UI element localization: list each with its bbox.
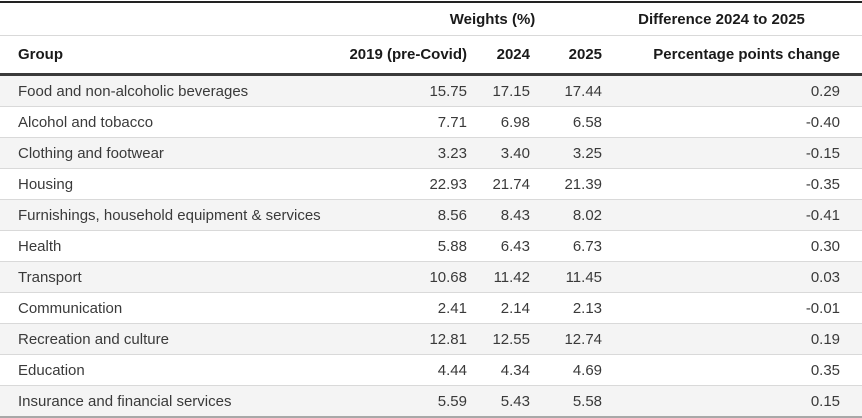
weight-2025-cell: 3.25 [530,137,603,169]
weight-2024-cell: 6.43 [467,230,530,262]
group-cell: Insurance and financial services [0,385,340,418]
weight-2019-cell: 5.59 [340,385,467,418]
change-cell: 0.30 [602,230,862,262]
weight-2019-cell: 12.81 [340,323,467,355]
group-cell: Furnishings, household equipment & servi… [0,199,340,231]
weights-group-header: Weights (%) [340,2,603,36]
weight-2024-cell: 6.98 [467,106,530,138]
table-row: Insurance and financial services 5.59 5.… [0,385,862,418]
column-header-2025: 2025 [530,35,603,76]
table-row: Furnishings, household equipment & servi… [0,199,862,231]
weight-2025-cell: 8.02 [530,199,603,231]
weight-2024-cell: 4.34 [467,354,530,386]
column-header-2019: 2019 (pre-Covid) [340,35,467,76]
change-cell: -0.15 [602,137,862,169]
weight-2024-cell: 2.14 [467,292,530,324]
group-cell: Food and non-alcoholic beverages [0,74,340,107]
weight-2019-cell: 10.68 [340,261,467,293]
table-header: Weights (%) Difference 2024 to 2025 Grou… [0,2,862,76]
group-cell: Clothing and footwear [0,137,340,169]
weight-2025-cell: 4.69 [530,354,603,386]
weight-2019-cell: 8.56 [340,199,467,231]
column-header-row: Group 2019 (pre-Covid) 2024 2025 Percent… [0,35,862,76]
change-cell: 0.35 [602,354,862,386]
change-cell: 0.19 [602,323,862,355]
change-cell: -0.40 [602,106,862,138]
table-row: Education 4.44 4.34 4.69 0.35 [0,354,862,386]
group-cell: Housing [0,168,340,200]
weight-2025-cell: 5.58 [530,385,603,418]
weight-2025-cell: 6.73 [530,230,603,262]
weight-2019-cell: 4.44 [340,354,467,386]
change-cell: 0.03 [602,261,862,293]
weight-2024-cell: 11.42 [467,261,530,293]
change-cell: -0.41 [602,199,862,231]
weight-2025-cell: 11.45 [530,261,603,293]
column-header-change: Percentage points change [602,35,862,76]
group-cell: Health [0,230,340,262]
weight-2025-cell: 12.74 [530,323,603,355]
group-header-spacer [0,2,340,36]
group-cell: Recreation and culture [0,323,340,355]
group-cell: Transport [0,261,340,293]
group-header-row: Weights (%) Difference 2024 to 2025 [0,2,862,36]
change-cell: -0.35 [602,168,862,200]
weight-2019-cell: 5.88 [340,230,467,262]
table-row: Health 5.88 6.43 6.73 0.30 [0,230,862,262]
weight-2025-cell: 6.58 [530,106,603,138]
group-cell: Communication [0,292,340,324]
weight-2024-cell: 12.55 [467,323,530,355]
table-body: Food and non-alcoholic beverages 15.75 1… [0,74,862,418]
column-header-2024: 2024 [467,35,530,76]
table-row: Housing 22.93 21.74 21.39 -0.35 [0,168,862,200]
weight-2024-cell: 8.43 [467,199,530,231]
weight-2019-cell: 2.41 [340,292,467,324]
weight-2019-cell: 7.71 [340,106,467,138]
table-row: Food and non-alcoholic beverages 15.75 1… [0,74,862,107]
change-cell: 0.15 [602,385,862,418]
table-row: Clothing and footwear 3.23 3.40 3.25 -0.… [0,137,862,169]
change-cell: 0.29 [602,74,862,107]
group-cell: Alcohol and tobacco [0,106,340,138]
weight-2025-cell: 17.44 [530,74,603,107]
weight-2025-cell: 2.13 [530,292,603,324]
change-cell: -0.01 [602,292,862,324]
weight-2019-cell: 22.93 [340,168,467,200]
weight-2025-cell: 21.39 [530,168,603,200]
table-row: Communication 2.41 2.14 2.13 -0.01 [0,292,862,324]
difference-group-header: Difference 2024 to 2025 [602,2,862,36]
table-row: Recreation and culture 12.81 12.55 12.74… [0,323,862,355]
weight-2019-cell: 15.75 [340,74,467,107]
weight-2024-cell: 17.15 [467,74,530,107]
weight-2024-cell: 5.43 [467,385,530,418]
column-header-group: Group [0,35,340,76]
weight-2024-cell: 21.74 [467,168,530,200]
group-cell: Education [0,354,340,386]
table-row: Alcohol and tobacco 7.71 6.98 6.58 -0.40 [0,106,862,138]
weight-2024-cell: 3.40 [467,137,530,169]
weight-2019-cell: 3.23 [340,137,467,169]
table-row: Transport 10.68 11.42 11.45 0.03 [0,261,862,293]
